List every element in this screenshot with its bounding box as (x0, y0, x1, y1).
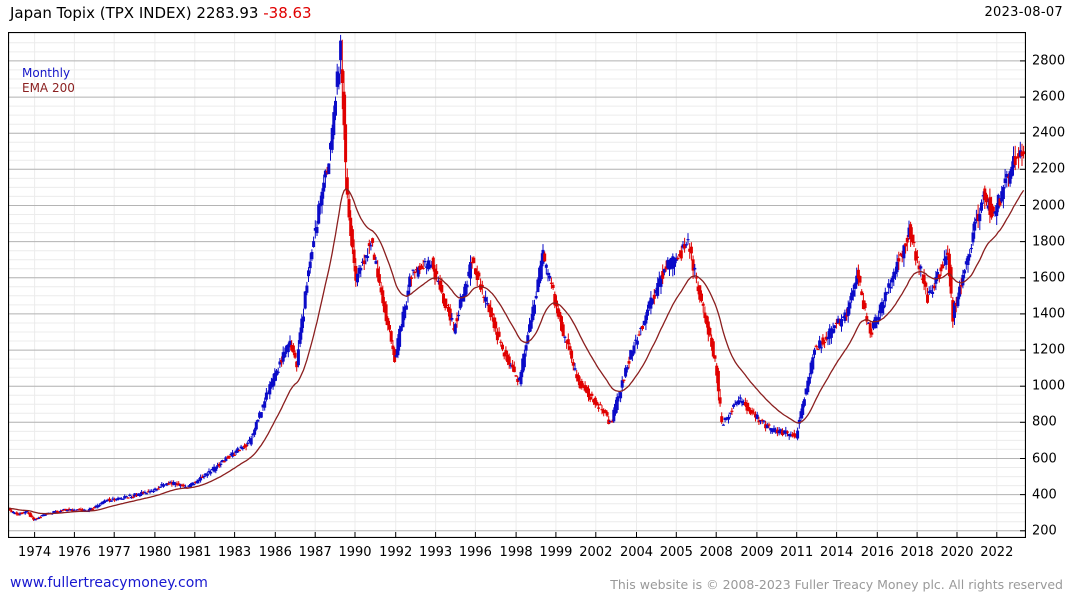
y-axis-tick-label: 2800 (1032, 53, 1066, 69)
x-axis-tick-label: 1998 (499, 545, 533, 560)
x-axis-tick-label: 2005 (659, 545, 693, 560)
x-axis-tick-label: 2004 (619, 545, 654, 560)
x-axis-tick-label: 1992 (379, 545, 413, 560)
x-axis-tick-label: 2014 (820, 545, 854, 560)
y-axis-tick-label: 2000 (1032, 198, 1066, 213)
x-axis-tick-label: 2011 (780, 545, 814, 560)
x-axis-tick-label: 1977 (97, 545, 131, 560)
x-axis-tick-label: 1986 (258, 545, 292, 560)
y-axis-tick-label: 1000 (1032, 378, 1066, 394)
major-gridlines (8, 60, 1026, 532)
chart-legend: Monthly EMA 200 (22, 66, 75, 96)
y-axis-tick-label: 2200 (1032, 161, 1066, 177)
chart-date: 2023-08-07 (984, 5, 1063, 20)
x-axis-tick-label: 2009 (740, 545, 774, 560)
price-chart-svg (8, 32, 1026, 538)
copyright-notice: This website is © 2008-2023 Fuller Treac… (610, 577, 1063, 592)
last-price: 2283.93 (196, 4, 259, 22)
x-axis-tick-label: 2002 (579, 545, 613, 560)
y-axis-tick-label: 1800 (1032, 234, 1066, 250)
x-axis-tick-label: 1987 (298, 545, 332, 560)
x-axis-labels: 1974 1976 1977 1980 1981 1983 1986 1987 1990 1992… (0, 545, 1026, 565)
y-axis-tick-label: 600 (1032, 451, 1057, 466)
y-axis-tick-label: 400 (1032, 487, 1057, 503)
instrument-name: Japan Topix (TPX INDEX) (10, 4, 192, 22)
y-axis-tick-label: 800 (1032, 414, 1057, 430)
chart-plot-area[interactable]: Monthly EMA 200 (8, 32, 1026, 538)
x-axis-tick-label: 1976 (57, 545, 91, 560)
chart-footer: www.fullertreacymoney.com This website i… (0, 572, 1075, 600)
x-axis-tick-label: 1983 (218, 545, 252, 560)
y-axis-tick-label: 1400 (1032, 306, 1066, 322)
y-axis-ticks (1020, 60, 1026, 532)
y-axis-tick-label: 200 (1032, 523, 1057, 539)
legend-item-monthly: Monthly (22, 66, 71, 80)
x-axis-ticks (34, 532, 998, 538)
x-axis-tick-label: 2022 (980, 545, 1014, 560)
ema-200-line (8, 188, 1025, 515)
x-axis-tick-label: 1974 (18, 545, 52, 560)
y-axis-tick-label: 1200 (1032, 342, 1066, 358)
y-axis-tick-label: 2600 (1032, 89, 1066, 105)
candlestick-series (8, 34, 1026, 521)
y-axis-tick-label: 2400 (1032, 125, 1066, 141)
x-axis-tick-label: 1981 (178, 545, 212, 560)
chart-header: Japan Topix (TPX INDEX) 2283.93 -38.63 2… (0, 0, 1075, 28)
x-axis-tick-label: 1996 (458, 545, 492, 560)
y-axis-labels: 2800 2600 2400 2200 2000 1800 1600 1400 1200 1000… (1032, 32, 1075, 538)
x-axis-tick-label: 1993 (419, 545, 453, 560)
chart-title: Japan Topix (TPX INDEX) 2283.93 -38.63 (10, 4, 312, 22)
x-axis-tick-label: 2020 (940, 545, 974, 560)
x-axis-tick-label: 1990 (338, 545, 372, 560)
x-axis-tick-label: 2008 (699, 545, 733, 560)
website-link[interactable]: www.fullertreacymoney.com (10, 575, 208, 591)
price-change: -38.63 (263, 4, 312, 22)
x-axis-tick-label: 1999 (539, 545, 573, 560)
legend-item-ema200: EMA 200 (22, 81, 75, 95)
x-axis-tick-label: 2016 (860, 545, 894, 560)
x-axis-tick-label: 2018 (900, 545, 934, 560)
y-axis-tick-label: 1600 (1032, 270, 1066, 286)
x-axis-tick-label: 1980 (138, 545, 172, 560)
